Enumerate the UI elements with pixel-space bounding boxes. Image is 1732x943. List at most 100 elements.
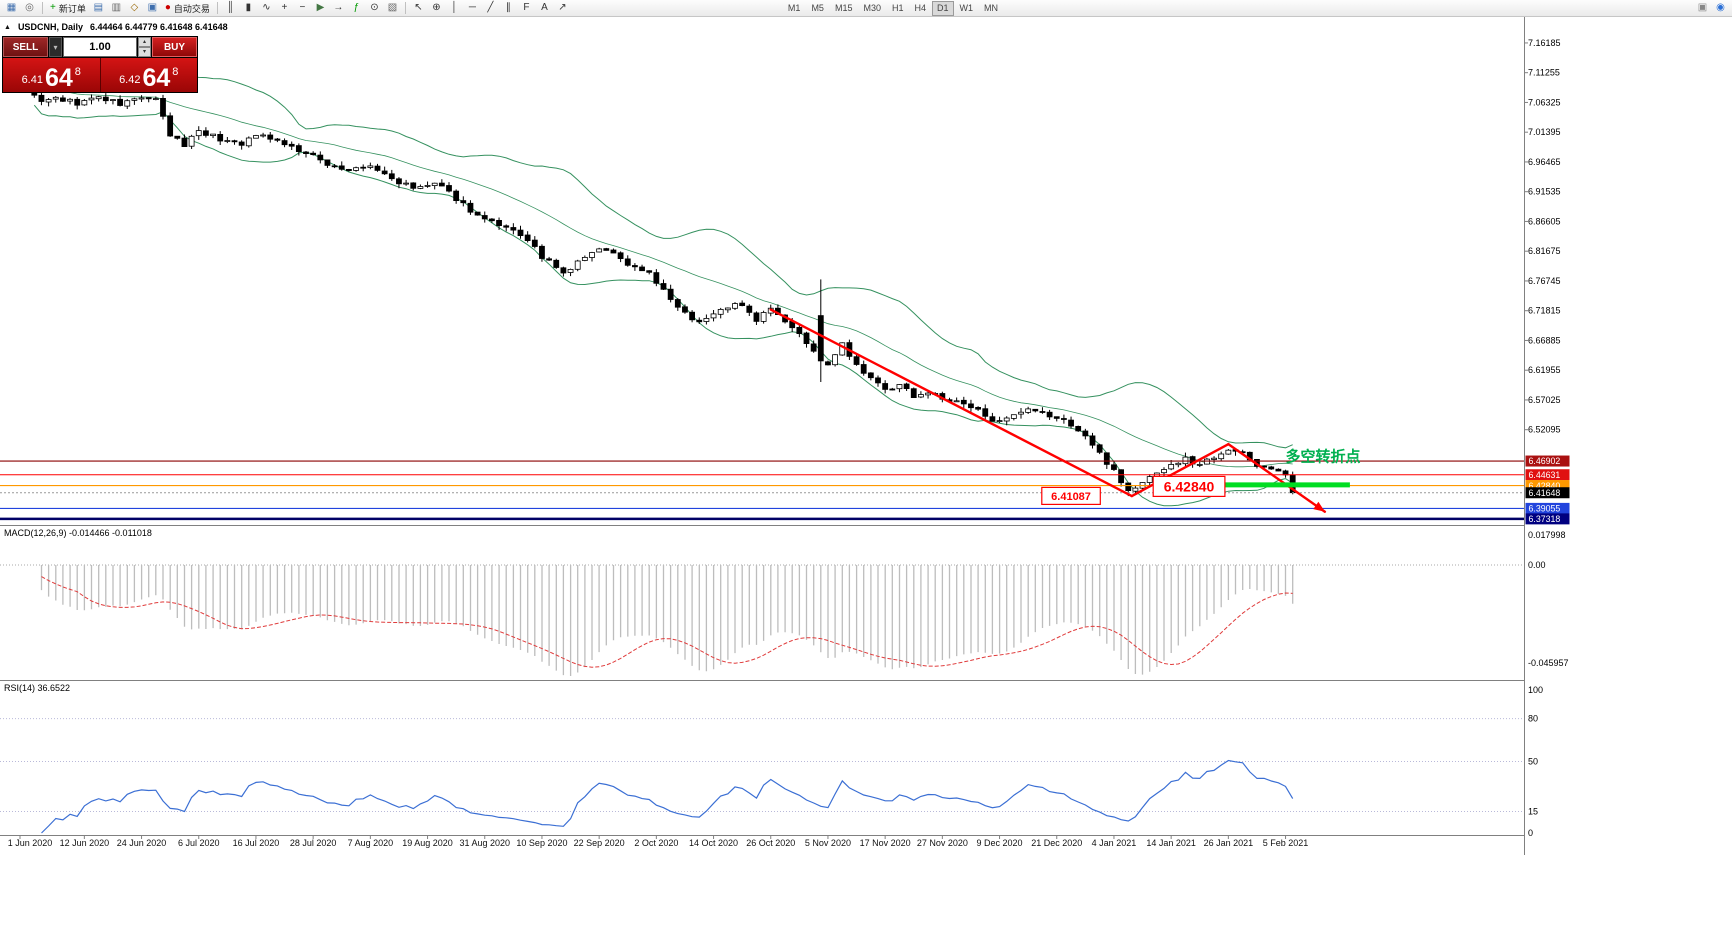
trend-arrowhead (1313, 501, 1325, 512)
line-chart-button[interactable]: ∿ (258, 1, 275, 16)
chart-shift-button[interactable]: → (330, 1, 347, 16)
svg-text:1 Jun 2020: 1 Jun 2020 (8, 838, 53, 848)
channel-button[interactable]: ∥ (500, 1, 517, 16)
sell-price-main: 6.41 (21, 74, 43, 86)
alerts-icon: ▣ (1697, 2, 1708, 13)
trendline-button[interactable]: ╱ (482, 1, 499, 16)
svg-text:0.017998: 0.017998 (1528, 530, 1566, 540)
volume-up-button[interactable]: ▴ (138, 37, 151, 47)
text-button[interactable]: A (536, 1, 553, 16)
svg-text:5 Nov 2020: 5 Nov 2020 (805, 838, 851, 848)
svg-text:10 Sep 2020: 10 Sep 2020 (516, 838, 567, 848)
timeframe-m5-button[interactable]: M5 (806, 1, 829, 16)
crosshair-button[interactable]: ⊕ (428, 1, 445, 16)
trend-annotations[interactable] (769, 308, 1327, 513)
data-window-icon: ▥ (111, 2, 122, 13)
profiles-button[interactable]: ◎ (21, 1, 38, 16)
rsi-line (41, 759, 1294, 834)
terminal-button[interactable]: ▣ (144, 1, 161, 16)
navigator-button[interactable]: ◇ (126, 1, 143, 16)
vertical-line-button[interactable]: │ (446, 1, 463, 16)
svg-text:0.00: 0.00 (1528, 560, 1546, 570)
svg-text:28 Jul 2020: 28 Jul 2020 (290, 838, 337, 848)
one-click-toggle-icon[interactable]: ▲ (4, 23, 11, 31)
svg-text:15: 15 (1528, 807, 1538, 817)
svg-text:6.66885: 6.66885 (1528, 335, 1561, 345)
timeframe-w1-button[interactable]: W1 (955, 1, 979, 16)
sell-price-button[interactable]: 6.41 64 8 (3, 58, 101, 92)
timeframe-m30-button[interactable]: M30 (858, 1, 886, 16)
sell-price-pips: 64 (44, 64, 73, 92)
price-axis[interactable]: 7.16185 7.11255 7.06325 7.01395 6.96465 6.915… (1524, 17, 1570, 855)
candlestick-chart-button[interactable]: ▮ (240, 1, 257, 16)
zoom-in-button[interactable]: + (276, 1, 293, 16)
svg-text:26 Oct 2020: 26 Oct 2020 (746, 838, 795, 848)
svg-text:100: 100 (1528, 685, 1543, 695)
market-watch-button[interactable]: ▤ (90, 1, 107, 16)
price-tag-labels[interactable]: 6.41087 6.42840 (1041, 475, 1226, 505)
timeframe-m15-button[interactable]: M15 (830, 1, 858, 16)
svg-text:6.96465: 6.96465 (1528, 157, 1561, 167)
alerts-button[interactable]: ▣ (1694, 1, 1711, 16)
zoom-out-icon: − (299, 2, 306, 13)
data-window-button[interactable]: ▥ (108, 1, 125, 16)
svg-text:31 Aug 2020: 31 Aug 2020 (459, 838, 510, 848)
community-button[interactable]: ◉ (1712, 1, 1729, 16)
crosshair-icon: ⊕ (432, 2, 441, 13)
toolbar: ▦ ◎ + 新订单 ▤ ▥ ◇ ▣ ● 自动交易 ║ ▮ ∿ + − ▶ → ƒ ⊙ ▧ ↖ ⊕ │ ─ ╱ ∥ F A ↗ M1 M5 M1… (0, 0, 1732, 17)
svg-text:7.16185: 7.16185 (1528, 38, 1561, 48)
rsi-indicator-label: RSI(14) 36.6522 (4, 683, 71, 693)
horizontal-line-button[interactable]: ─ (464, 1, 481, 16)
new-order-button-label: 新订单 (58, 3, 86, 14)
svg-text:14 Jan 2021: 14 Jan 2021 (1146, 838, 1196, 848)
cursor-icon: ↖ (414, 2, 423, 13)
indicators-button[interactable]: ƒ (348, 1, 365, 16)
cursor-button[interactable]: ↖ (410, 1, 427, 16)
svg-text:27 Nov 2020: 27 Nov 2020 (917, 838, 968, 848)
chart-shift-icon: → (333, 2, 344, 13)
timeframe-h4-button[interactable]: H4 (910, 1, 932, 16)
arrows-button[interactable]: ↗ (554, 1, 571, 16)
volume-input[interactable] (63, 37, 137, 57)
navigator-icon: ◇ (130, 2, 139, 13)
svg-text:22 Sep 2020: 22 Sep 2020 (574, 838, 625, 848)
trade-prices-row: 6.41 64 8 6.42 64 8 (3, 58, 197, 92)
terminal-icon: ▣ (147, 2, 158, 13)
svg-text:6.81675: 6.81675 (1528, 246, 1561, 256)
volume-down-button[interactable]: ▾ (138, 47, 151, 57)
zoom-in-icon: + (281, 2, 288, 13)
svg-text:6.52095: 6.52095 (1528, 425, 1561, 435)
new-order-icon: + (50, 2, 56, 13)
svg-text:19 Aug 2020: 19 Aug 2020 (402, 838, 453, 848)
date-axis[interactable]: 1 Jun 2020 12 Jun 2020 24 Jun 2020 6 Jul 20… (8, 835, 1309, 848)
bar-chart-button[interactable]: ║ (222, 1, 239, 16)
periods-button[interactable]: ⊙ (366, 1, 383, 16)
svg-text:2 Oct 2020: 2 Oct 2020 (634, 838, 678, 848)
volume-dropdown-button[interactable]: ▾ (49, 37, 62, 57)
timeframe-h1-button[interactable]: H1 (887, 1, 909, 16)
buy-button[interactable]: BUY (152, 37, 197, 57)
new-order-button[interactable]: + 新订单 (47, 1, 89, 16)
svg-text:4 Jan 2021: 4 Jan 2021 (1092, 838, 1137, 848)
auto-scroll-button[interactable]: ▶ (312, 1, 329, 16)
chart-title: ▲ USDCNH, Daily 6.44464 6.44779 6.41648 … (4, 22, 228, 32)
svg-text:16 Jul 2020: 16 Jul 2020 (233, 838, 280, 848)
svg-text:多空转折点: 多空转折点 (1286, 448, 1361, 466)
fibonacci-button[interactable]: F (518, 1, 535, 16)
timeframe-mn-button[interactable]: MN (979, 1, 1003, 16)
buy-price-button[interactable]: 6.42 64 8 (100, 58, 197, 92)
vertical-line-icon: │ (451, 2, 458, 13)
sell-button[interactable]: SELL (3, 37, 48, 57)
svg-text:6.41087: 6.41087 (1051, 491, 1091, 503)
timeframe-d1-button[interactable]: D1 (932, 0, 954, 16)
note-label[interactable]: 多空转折点 (1286, 448, 1361, 466)
templates-button[interactable]: ▧ (384, 1, 401, 16)
timeframe-m1-button[interactable]: M1 (783, 1, 806, 16)
zoom-out-button[interactable]: − (294, 1, 311, 16)
autotrading-button[interactable]: ● 自动交易 (162, 1, 213, 16)
chart-surface[interactable]: 6.41087 6.42840 多空转折点 1 Jun 2020 12 Jun 2020… (0, 17, 1570, 855)
svg-text:14 Oct 2020: 14 Oct 2020 (689, 838, 738, 848)
new-chart-button[interactable]: ▦ (3, 1, 20, 16)
channel-icon: ∥ (505, 2, 511, 13)
macd-indicator-label: MACD(12,26,9) -0.014466 -0.011018 (4, 528, 152, 538)
